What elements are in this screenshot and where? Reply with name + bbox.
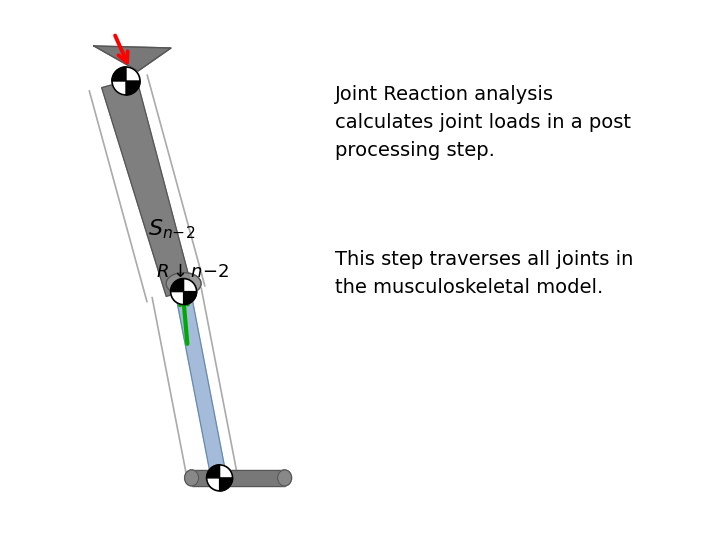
Polygon shape (220, 478, 233, 491)
Polygon shape (207, 465, 220, 478)
Circle shape (207, 465, 233, 491)
Polygon shape (192, 470, 284, 486)
Ellipse shape (278, 470, 292, 486)
Polygon shape (126, 81, 140, 95)
Text: $R\downarrow n{-}2$: $R\downarrow n{-}2$ (156, 262, 229, 281)
Polygon shape (171, 279, 184, 292)
Text: This step traverses all joints in
the musculoskeletal model.: This step traverses all joints in the mu… (335, 250, 634, 297)
Polygon shape (94, 46, 171, 71)
Text: Joint Reaction analysis
calculates joint loads in a post
processing step.: Joint Reaction analysis calculates joint… (335, 85, 631, 160)
Polygon shape (176, 291, 227, 480)
Circle shape (112, 67, 140, 95)
Polygon shape (102, 78, 192, 296)
Ellipse shape (184, 470, 199, 486)
Ellipse shape (166, 273, 201, 295)
Polygon shape (184, 292, 197, 305)
Text: $S_{n\mathregular{-}2}$: $S_{n\mathregular{-}2}$ (148, 218, 195, 241)
Polygon shape (112, 67, 126, 81)
Circle shape (171, 279, 197, 305)
